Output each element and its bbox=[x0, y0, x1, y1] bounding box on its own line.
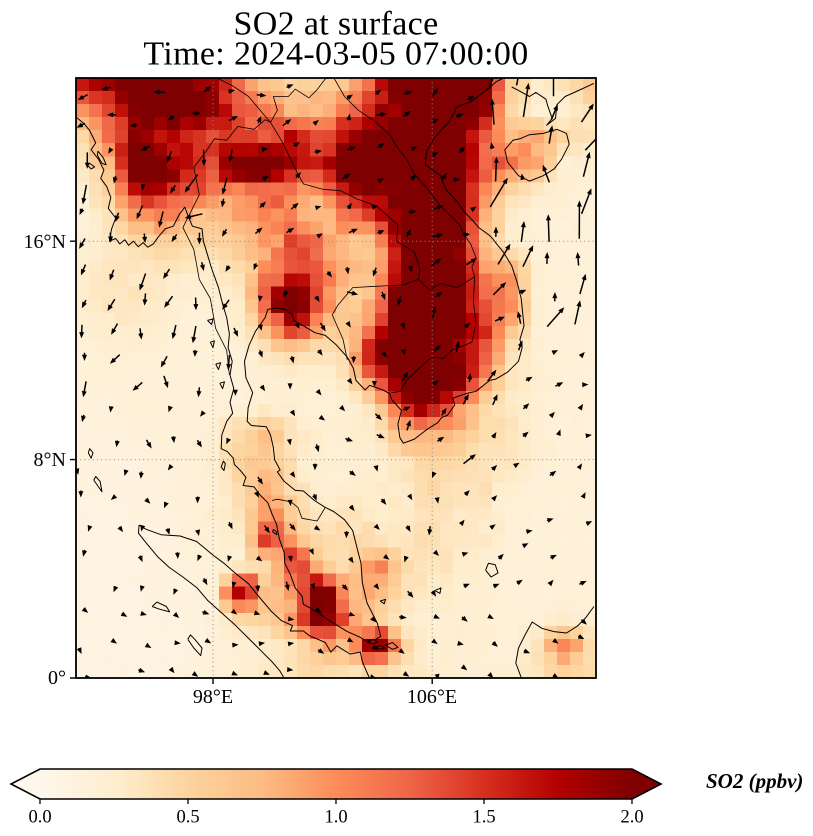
svg-text:SO2 (ppbv): SO2 (ppbv) bbox=[706, 769, 803, 793]
svg-text:0.0: 0.0 bbox=[28, 808, 51, 828]
svg-text:2.0: 2.0 bbox=[620, 808, 643, 828]
svg-text:1.5: 1.5 bbox=[472, 808, 495, 828]
svg-text:8°N: 8°N bbox=[34, 449, 66, 471]
svg-text:0.5: 0.5 bbox=[176, 808, 199, 828]
svg-text:98°E: 98°E bbox=[193, 686, 233, 708]
svg-text:16°N: 16°N bbox=[24, 231, 66, 253]
svg-text:SO2 at surface: SO2 at surface bbox=[233, 5, 438, 42]
svg-text:1.0: 1.0 bbox=[324, 808, 347, 828]
svg-text:Time: 2024-03-05 07:00:00: Time: 2024-03-05 07:00:00 bbox=[143, 36, 528, 73]
svg-text:0°: 0° bbox=[48, 667, 66, 689]
svg-text:106°E: 106°E bbox=[407, 686, 457, 708]
